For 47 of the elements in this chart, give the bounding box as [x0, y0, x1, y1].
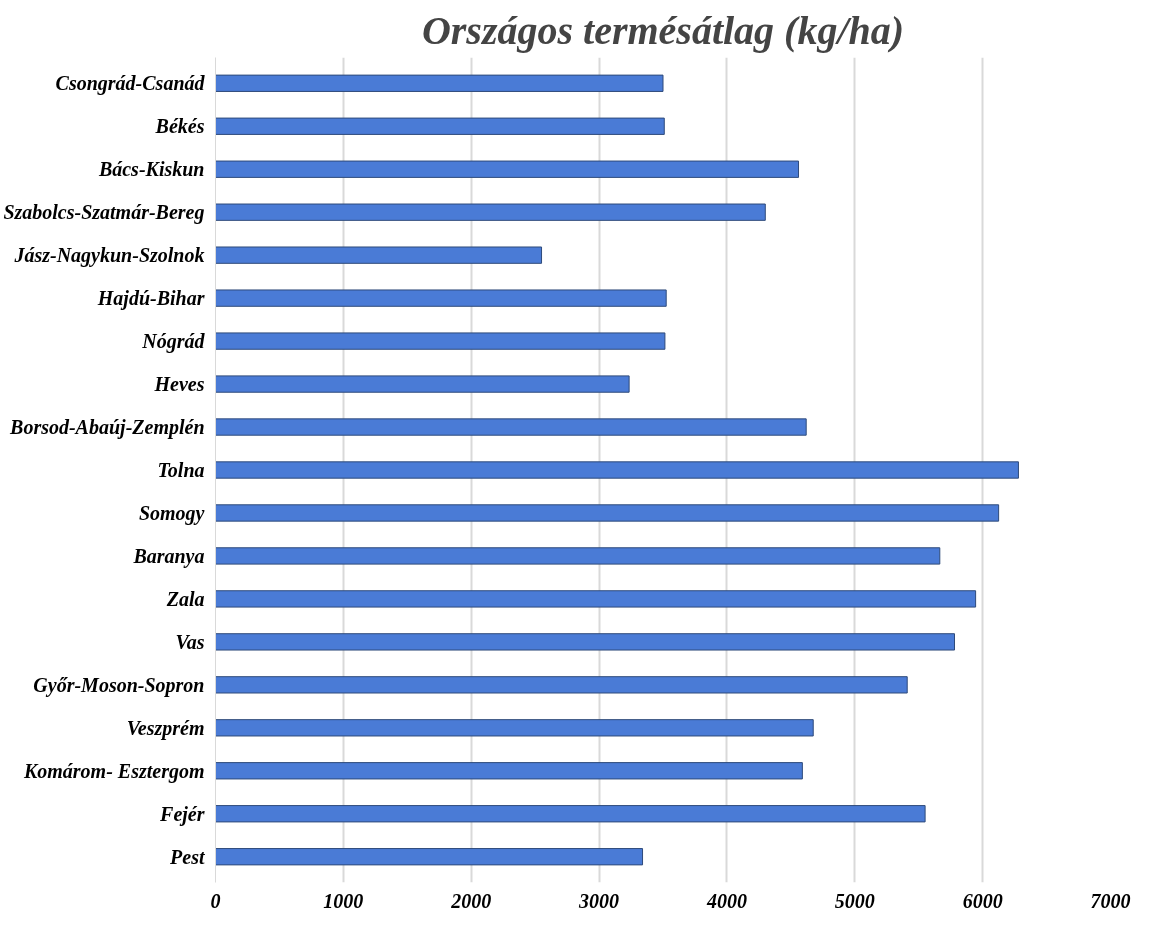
y-tick-label: Hajdú-Bihar [96, 287, 205, 311]
bar [215, 375, 630, 393]
y-tick-label: Zala [165, 587, 205, 610]
y-tick-label: Baranya [132, 544, 205, 568]
bar [215, 418, 807, 436]
bar [215, 805, 926, 823]
bar [215, 203, 766, 221]
y-tick-label: Komárom- Esztergom [22, 759, 205, 783]
chart-title: Országos termésátlag (kg/ha) [421, 7, 905, 53]
x-tick-label: 7000 [1090, 889, 1131, 912]
bar [215, 246, 543, 264]
y-tick-label: Békés [154, 115, 205, 138]
y-tick-label: Pest [169, 845, 206, 868]
bar [215, 719, 814, 737]
x-tick-label: 4000 [705, 889, 747, 912]
bar [215, 117, 665, 135]
bar [215, 633, 956, 651]
y-tick-label: Heves [153, 373, 205, 396]
bar [215, 762, 803, 780]
bar [215, 160, 800, 178]
y-tick-label: Jász-Nagykun-Szolnok [13, 244, 205, 268]
bar [215, 289, 667, 307]
y-tick-label: Fejér [159, 802, 205, 826]
y-tick-label: Veszprém [126, 716, 205, 740]
x-tick-label: 1000 [323, 889, 364, 912]
bar [215, 332, 666, 350]
x-tick-label: 2000 [450, 889, 492, 912]
x-tick-label: 5000 [834, 889, 875, 912]
y-tick-label: Vas [175, 630, 205, 653]
bar [215, 461, 1019, 479]
x-tick-label: 3000 [578, 889, 620, 912]
bar [215, 590, 977, 608]
bar [215, 74, 664, 92]
y-tick-label: Szabolcs-Szatmár-Bereg [3, 201, 205, 225]
y-tick-label: Borsod-Abaúj-Zemplén [9, 416, 205, 440]
bar [215, 676, 908, 694]
y-tick-label: Bács-Kiskun [97, 158, 205, 181]
bar [215, 848, 644, 866]
y-tick-label: Nógrád [141, 330, 206, 354]
x-tick-label: 0 [210, 889, 221, 912]
y-tick-label: Csongrád-Csanád [55, 72, 206, 96]
y-tick-label: Győr-Moson-Sopron [33, 673, 205, 697]
bar [215, 547, 941, 565]
y-tick-label: Somogy [138, 501, 205, 525]
y-tick-label: Tolna [157, 459, 205, 481]
bar [215, 504, 1000, 522]
x-tick-label: 6000 [962, 889, 1003, 912]
